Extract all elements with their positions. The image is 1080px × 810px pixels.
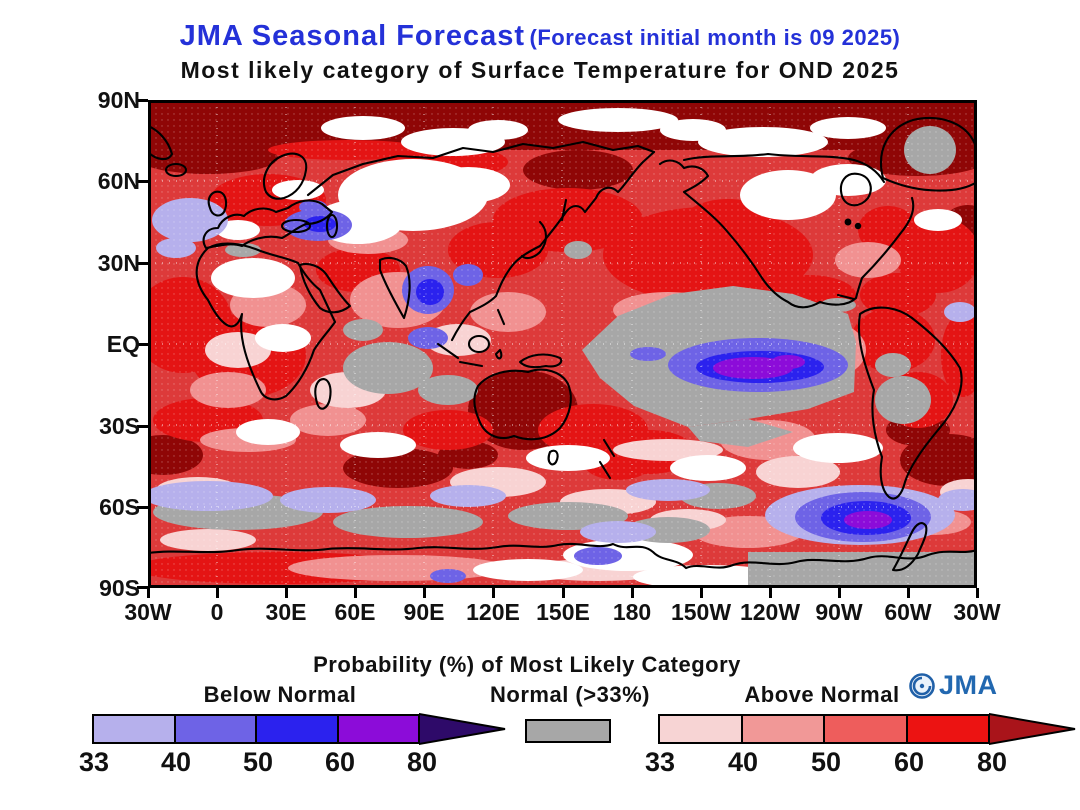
x-axis-label: 150E [536,599,590,625]
x-axis-tick [216,588,219,598]
x-axis-label: 60W [884,599,932,625]
normal-swatch [525,719,611,743]
below-normal-value: 60 [324,747,356,777]
x-axis-label: 150W [670,599,732,625]
legend-heading: Probability (%) of Most Likely Category [313,652,741,677]
below-normal-colorbar [92,714,420,744]
y-axis-tick [137,262,148,265]
legend-label-above-normal: Above Normal [744,682,900,707]
legend-label-normal: Normal (>33%) [490,682,650,707]
y-axis-label: 30S [99,413,140,439]
x-axis-label: 30E [265,599,307,625]
y-axis-label: 60N [97,168,140,194]
below-normal-swatch-60-80 [338,716,418,742]
x-axis-label: 30W [953,599,1001,625]
x-axis-tick [354,588,357,598]
x-axis-tick [147,588,150,598]
jma-swirl-icon [909,672,935,699]
legend-label-below-normal: Below Normal [203,682,357,707]
above-normal-swatch-40-50 [742,716,825,742]
y-axis-tick [137,425,148,428]
x-axis-label: 90E [403,599,445,625]
y-axis-tick [137,506,148,509]
below-normal-value: 80 [406,747,438,777]
above-normal-swatch-33-40 [660,716,743,742]
x-axis-tick [907,588,910,598]
coastlines [146,116,979,572]
x-axis-tick [423,588,426,598]
x-axis-tick [562,588,565,598]
below-normal-swatch-33-40 [94,716,176,742]
title-main: JMA Seasonal Forecast [179,20,526,52]
above-normal-value: 40 [727,747,759,777]
x-axis-tick [492,588,495,598]
above-normal-value: 60 [893,747,925,777]
x-axis-label: 0 [210,599,224,625]
y-axis-tick [137,586,148,589]
below-normal-value: 40 [160,747,192,777]
x-axis-tick [976,588,979,598]
x-axis-label: 120E [466,599,520,625]
jma-logo-text: JMA [939,670,998,700]
y-axis-tick [137,180,148,183]
above-normal-value: 33 [644,747,676,777]
above-normal-value: 80 [976,747,1008,777]
x-axis-tick [769,588,772,598]
title-paren: (Forecast initial month is 09 2025) [529,25,901,50]
forecast-map-canvas [123,100,996,593]
y-axis-tick [137,343,148,346]
y-axis-label: 30N [97,250,140,276]
above-normal-swatch-60-80 [907,716,988,742]
above-normal-swatch-50-60 [825,716,908,742]
x-axis-label: 30W [124,599,172,625]
world-forecast-map [123,100,996,593]
below-normal-swatch-40-50 [175,716,257,742]
x-axis-tick [285,588,288,598]
page-subtitle: Most likely category of Surface Temperat… [180,57,900,83]
y-axis-label: 90N [97,87,140,113]
y-axis-label: 90S [99,575,140,601]
below-normal-swatch-50-60 [257,716,339,742]
y-axis-label: EQ [106,331,140,357]
y-axis-label: 60S [99,494,140,520]
jma-logo: JMA [908,670,998,701]
x-axis-label: 180 [612,599,652,625]
page-title: JMA Seasonal Forecast (Forecast initial … [0,20,1080,53]
x-axis-label: 120W [739,599,801,625]
x-axis-tick [838,588,841,598]
below-normal-arrowhead [419,712,506,746]
above-normal-arrowhead [989,712,1076,746]
below-normal-value: 33 [78,747,110,777]
x-axis-tick [700,588,703,598]
x-axis-tick [631,588,634,598]
above-normal-colorbar [658,714,990,744]
x-axis-label: 90W [815,599,863,625]
y-axis-tick [137,99,148,102]
above-normal-value: 50 [810,747,842,777]
below-normal-value: 50 [242,747,274,777]
x-axis-label: 60E [334,599,376,625]
